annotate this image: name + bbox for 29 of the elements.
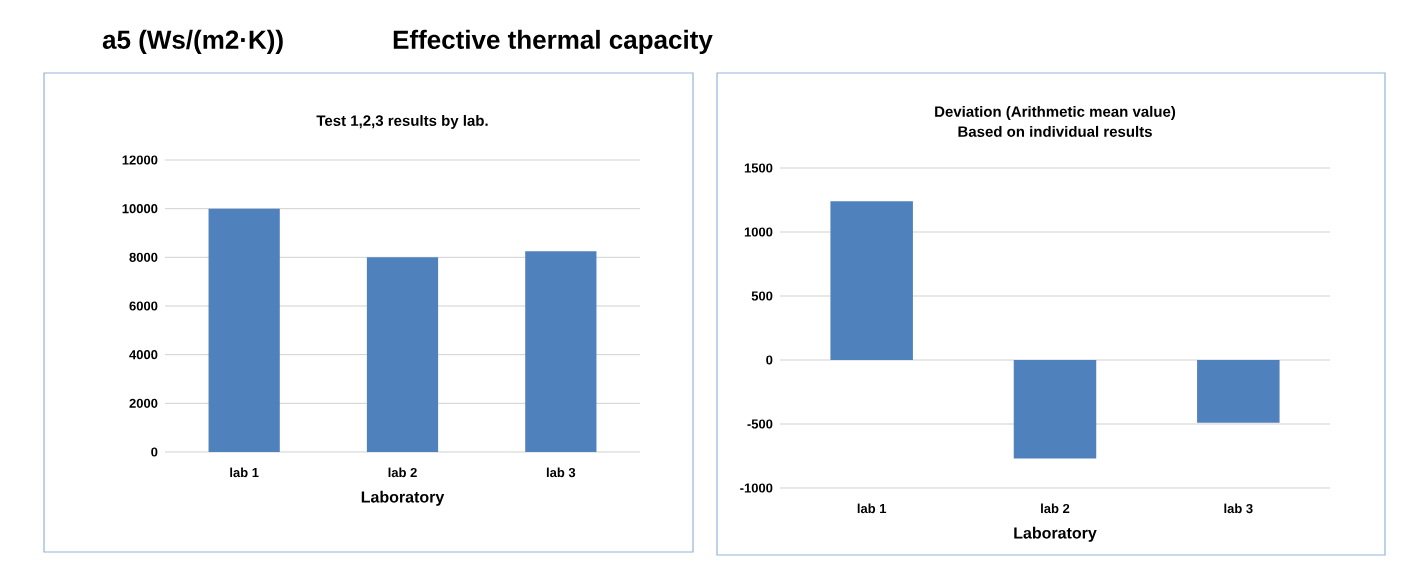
x-axis-title: Laboratory — [361, 490, 445, 506]
x-tick-label: lab 2 — [1041, 503, 1070, 514]
y-tick-label: 12000 — [122, 155, 158, 165]
x-tick-label: lab 3 — [546, 467, 576, 478]
y-tick-label: 500 — [751, 291, 773, 301]
bar — [525, 251, 597, 452]
bar — [366, 257, 439, 452]
y-tick-label: 0 — [151, 447, 158, 457]
y-tick-label: -500 — [747, 419, 773, 429]
y-tick-label: 4000 — [129, 350, 158, 360]
y-tick-label: -1000 — [740, 483, 773, 493]
y-tick-label: 1000 — [744, 227, 773, 237]
y-tick-label: 1500 — [744, 163, 773, 173]
x-axis-title: Laboratory — [1014, 526, 1097, 542]
x-tick-label: lab 1 — [857, 503, 887, 514]
chart-subtitle: Based on individual results — [958, 125, 1152, 137]
x-tick-label: lab 2 — [388, 467, 417, 478]
y-tick-label: 6000 — [129, 301, 158, 311]
y-tick-label: 8000 — [129, 252, 158, 262]
x-tick-label: lab 1 — [230, 467, 259, 478]
bar — [208, 208, 280, 452]
chart-title: Deviation (Arithmetic mean value) — [935, 105, 1176, 120]
y-tick-label: 2000 — [129, 398, 158, 408]
text: Effective thermal capacity — [393, 29, 713, 55]
x-tick-label: lab 3 — [1224, 503, 1253, 514]
chart-title: Test 1,2,3 results by lab. — [316, 114, 488, 129]
y-tick-label: 0 — [766, 355, 773, 365]
text: a5 (Ws/(m2·K)) — [102, 29, 283, 55]
y-tick-label: 10000 — [122, 204, 158, 214]
